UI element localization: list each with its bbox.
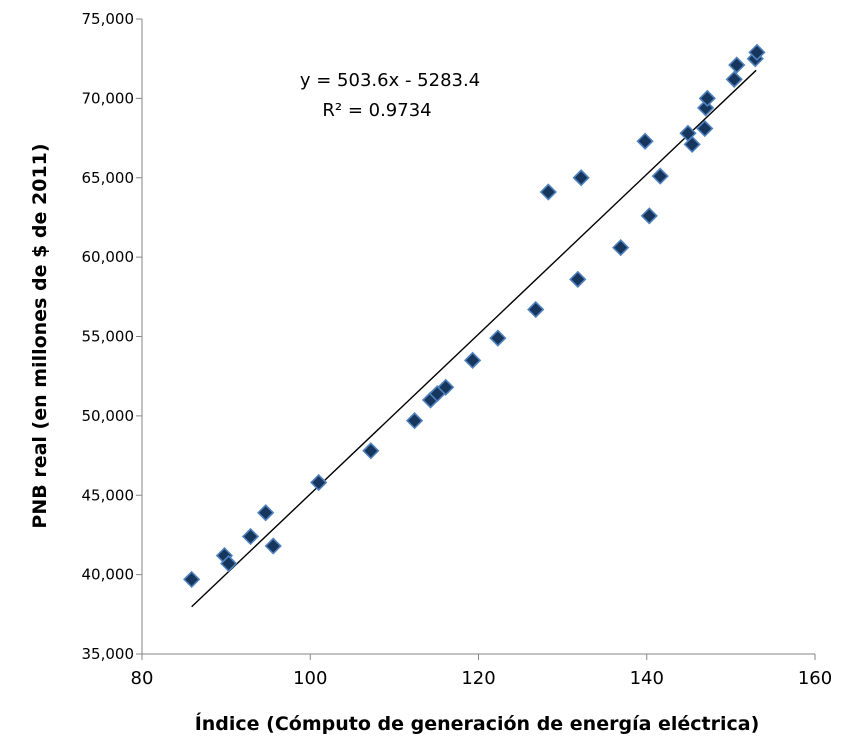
x-axis-title: Índice (Cómputo de generación de energía… — [195, 712, 760, 735]
x-ticks: 80 100 120 140 160 — [131, 654, 832, 689]
data-point — [489, 329, 507, 347]
data-point — [569, 270, 587, 288]
y-ticks: 35,000 40,000 45,000 50,000 55,000 60,000 65,0… — [82, 10, 142, 663]
data-point — [728, 56, 746, 74]
data-point — [463, 351, 482, 369]
plot-area: 35,000 40,000 45,000 50,000 55,000 60,000 65,0… — [82, 10, 833, 689]
data-point — [405, 412, 424, 430]
y-tick-label: 55,000 — [82, 328, 135, 346]
y-tick-label: 40,000 — [82, 566, 135, 584]
trendline-equation: y = 503.6x - 5283.4 — [300, 70, 480, 91]
r-squared-label: R² = 0.9734 — [322, 100, 431, 121]
y-tick-label: 50,000 — [82, 407, 135, 425]
data-point — [696, 119, 714, 138]
data-point — [748, 43, 766, 61]
data-point — [437, 378, 455, 396]
y-tick-label: 45,000 — [82, 486, 135, 504]
x-tick-label: 120 — [461, 668, 495, 689]
y-tick-label: 60,000 — [82, 248, 135, 266]
trendline — [191, 69, 757, 608]
x-tick-label: 80 — [131, 668, 154, 689]
y-tick-label: 70,000 — [82, 89, 135, 107]
y-tick-label: 75,000 — [82, 10, 135, 28]
y-tick-label: 65,000 — [82, 169, 135, 187]
data-point — [241, 527, 260, 546]
data-point — [310, 473, 328, 492]
data-point — [636, 132, 654, 150]
data-point — [612, 238, 630, 257]
data-point — [527, 300, 545, 319]
data-points — [183, 43, 766, 589]
data-point — [640, 207, 658, 225]
data-point — [725, 70, 743, 88]
data-point — [651, 167, 669, 185]
data-point — [264, 537, 282, 555]
data-point — [683, 135, 701, 154]
data-point — [539, 183, 557, 201]
data-point — [362, 442, 380, 460]
data-point — [698, 89, 716, 108]
data-point — [572, 169, 590, 187]
x-tick-label: 100 — [293, 668, 327, 689]
data-point — [257, 504, 275, 522]
data-point — [183, 570, 201, 589]
x-tick-label: 160 — [798, 668, 832, 689]
y-axis-title: PNB real (en millones de $ de 2011) — [29, 143, 51, 528]
x-tick-label: 140 — [630, 668, 664, 689]
y-tick-label: 35,000 — [82, 645, 135, 663]
data-point — [220, 554, 238, 573]
